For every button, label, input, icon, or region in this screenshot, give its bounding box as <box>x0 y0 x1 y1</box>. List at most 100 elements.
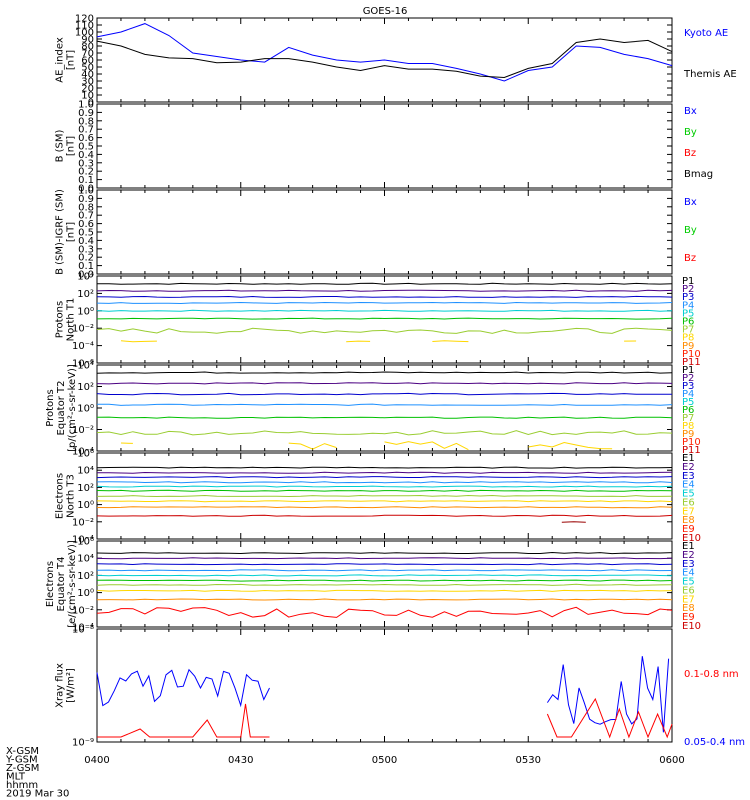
y-tick-label: 0.5 <box>78 142 94 153</box>
legend-label: E5 <box>682 577 695 588</box>
legend-label: 0.1-0.8 nm <box>684 669 739 680</box>
y-tick-label: 10⁴ <box>77 466 94 477</box>
series-line-e1 <box>96 551 673 555</box>
chart-title: GOES-16 <box>363 6 408 17</box>
legend-label: E6 <box>682 497 695 508</box>
panel-frame <box>96 275 673 364</box>
legend-label: P10 <box>682 349 701 360</box>
y-tick-label: 10⁰ <box>77 404 94 415</box>
legend-label: Bmag <box>684 169 713 180</box>
legend-label: E9 <box>682 612 695 623</box>
legend-label: Bz <box>684 253 696 264</box>
y-tick-label: 40 <box>81 70 94 81</box>
legend-label: E6 <box>682 585 695 596</box>
legend-label: P11 <box>682 445 701 456</box>
y-tick-label: 10⁻² <box>72 425 94 436</box>
series-line-e5 <box>96 574 673 577</box>
y-tick-label: 100 <box>75 28 94 39</box>
y-tick-label: 10⁻² <box>72 517 94 528</box>
series-line-p4 <box>96 301 673 305</box>
y-axis-label: Electrons <box>55 473 66 519</box>
y-axis-label: [nT] <box>66 222 77 242</box>
y-tick-label: 10² <box>77 289 94 300</box>
y-axis-label: Equator T2 <box>56 381 67 436</box>
series-line-p1 <box>96 371 673 374</box>
y-tick-label: 30 <box>81 77 94 88</box>
y-tick-label: 10⁻⁸ <box>72 625 94 636</box>
legend-label: P3 <box>682 292 694 303</box>
panel-3: 0.00.10.20.30.40.50.60.70.80.91.0B (SM)-… <box>55 186 697 281</box>
y-axis-label: AE_index <box>55 37 66 83</box>
y-tick-label: 10 <box>81 91 94 102</box>
series-line-e10b <box>561 521 586 523</box>
y-axis-label: Protons <box>55 301 66 338</box>
y-tick-label: 80 <box>81 42 94 53</box>
legend-label: Bz <box>684 148 696 159</box>
series-line-p7 <box>96 327 673 334</box>
y-axis-label: Electrons <box>45 561 56 607</box>
legend-label: P2 <box>682 284 694 295</box>
legend-label: Kyoto AE <box>684 28 728 39</box>
series-line-p2 <box>96 289 673 292</box>
legend-label: P7 <box>682 413 694 424</box>
legend-label: E9 <box>682 524 695 535</box>
y-tick-label: 50 <box>81 63 94 74</box>
series-line-p8 <box>346 340 371 343</box>
series-line-e5 <box>96 485 673 488</box>
series-line-xray-long-early <box>97 703 270 738</box>
x-tick-label: 0430 <box>228 755 253 766</box>
panel-8: 10⁻⁹ 10⁻⁸ Xray flux [W/m²] 0.1-0.8 nm 0.05-0.… <box>55 625 746 749</box>
panel-2: 0.00.10.20.30.40.50.60.70.80.91.0B (SM)[… <box>55 100 714 195</box>
series-line-e9 <box>96 598 673 601</box>
legend-label: E10 <box>682 621 701 632</box>
legend-label: P3 <box>682 381 694 392</box>
series-line-e1 <box>96 466 673 469</box>
y-tick-label: 90 <box>81 35 94 46</box>
y-axis-label: Xray flux <box>55 663 66 708</box>
series-line-e8 <box>96 500 673 503</box>
x-tick-label: 0500 <box>372 755 397 766</box>
y-tick-label: 10⁴ <box>77 361 94 372</box>
series-line-p6 <box>96 430 673 436</box>
legend-label: E4 <box>682 568 695 579</box>
legend-label: P2 <box>682 373 694 384</box>
legend-label: E3 <box>682 471 695 482</box>
legend-label: P9 <box>682 341 694 352</box>
series-line-p1 <box>97 282 673 285</box>
y-tick-label: 10⁶ <box>77 537 94 548</box>
series-line-e8 <box>96 589 673 592</box>
y-tick-label: 10⁻⁴ <box>72 623 94 634</box>
footer-row: X-GSM <box>6 746 39 757</box>
series-line-p5 <box>96 309 673 312</box>
series-line-p4 <box>97 403 673 406</box>
y-tick-label: 0.4 <box>78 236 94 247</box>
series-line-themis-ae <box>96 38 673 79</box>
y-axis-label: B (SM)-IGRF (SM) <box>55 189 66 275</box>
legend-label: By <box>684 127 697 138</box>
y-tick-label: 10⁶ <box>77 449 94 460</box>
y-tick-label: 0.8 <box>78 116 94 127</box>
legend-label: E7 <box>682 506 695 517</box>
series-line-p7 <box>384 441 469 451</box>
legend-label: E1 <box>682 541 695 552</box>
y-tick-label: 0.2 <box>78 253 94 264</box>
series-line-e3 <box>96 563 673 566</box>
y-tick-label: 0.1 <box>78 175 94 186</box>
legend-label: P9 <box>682 429 694 440</box>
series-line-e9 <box>96 506 673 509</box>
series-line-xray-short-late <box>546 656 670 733</box>
series-line-xray-short-early <box>96 668 270 708</box>
series-line-p7 <box>288 442 337 450</box>
series-line-e10 <box>96 514 673 517</box>
legend-label: E1 <box>682 453 695 464</box>
legend-label: Bx <box>684 106 697 117</box>
y-tick-label: 0.6 <box>78 219 94 230</box>
legend-label: P6 <box>682 405 694 416</box>
y-tick-label: 10⁰ <box>77 588 94 599</box>
y-tick-label: 0.1 <box>78 261 94 272</box>
footer-row: Z-GSM <box>6 763 39 774</box>
y-tick-label: 120 <box>75 14 94 25</box>
y-tick-label: 0.3 <box>78 158 94 169</box>
legend-label: P1 <box>682 365 694 376</box>
